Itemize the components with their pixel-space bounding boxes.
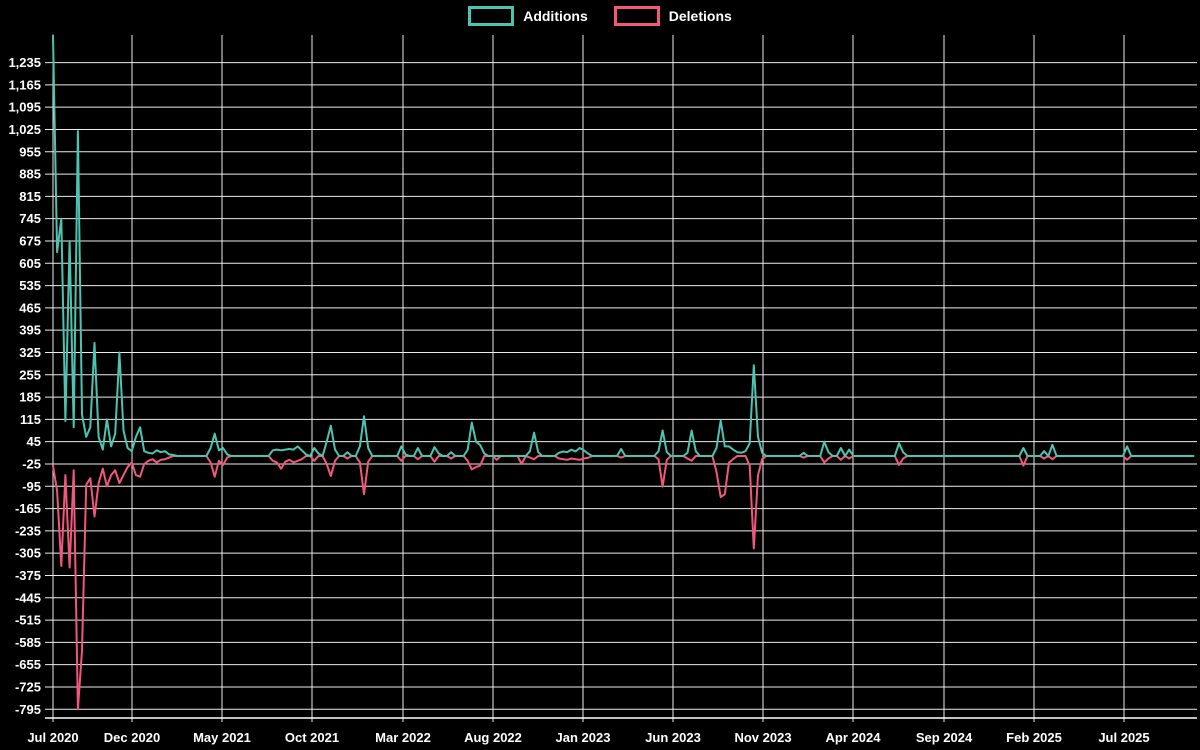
y-tick-label: -95: [22, 479, 41, 494]
y-tick-label: 1,095: [8, 100, 41, 115]
y-tick-label: -25: [22, 456, 41, 471]
y-tick-label: 1,235: [8, 55, 41, 70]
x-tick-label: Mar 2022: [375, 730, 431, 745]
y-tick-label: -165: [15, 501, 41, 516]
x-tick-label: Jul 2025: [1098, 730, 1149, 745]
x-tick-label: Nov 2023: [734, 730, 791, 745]
y-tick-label: -515: [15, 613, 41, 628]
additions-swatch: [468, 6, 515, 26]
y-tick-label: -235: [15, 523, 41, 538]
y-tick-label: 1,165: [8, 77, 41, 92]
y-tick-label: 535: [19, 278, 41, 293]
x-tick-label: Apr 2024: [826, 730, 882, 745]
legend-item-additions[interactable]: Additions: [468, 6, 588, 26]
y-tick-label: 185: [19, 390, 41, 405]
x-tick-label: May 2021: [193, 730, 251, 745]
y-tick-label: 1,025: [8, 122, 41, 137]
x-tick-label: Jan 2023: [556, 730, 611, 745]
y-tick-label: 395: [19, 323, 41, 338]
y-tick-label: 605: [19, 256, 41, 271]
y-tick-label: 465: [19, 300, 41, 315]
y-tick-label: 115: [20, 412, 41, 427]
y-tick-label: 745: [19, 211, 41, 226]
additions-line: [52, 34, 1195, 457]
y-tick-label: -445: [15, 590, 41, 605]
x-tick-label: Jul 2020: [27, 730, 78, 745]
deletions-swatch: [613, 6, 660, 26]
x-tick-label: Aug 2022: [464, 730, 522, 745]
y-tick-label: -375: [15, 568, 41, 583]
deletions-line: [52, 455, 1195, 711]
x-tick-label: Jun 2023: [645, 730, 701, 745]
y-tick-label: 815: [19, 189, 41, 204]
y-tick-label: -585: [15, 635, 41, 650]
x-tick-label: Feb 2025: [1006, 730, 1062, 745]
y-tick-label: -655: [15, 657, 41, 672]
y-tick-label: -725: [15, 679, 41, 694]
deletions-legend-label: Deletions: [668, 8, 732, 24]
y-tick-label: 255: [19, 367, 41, 382]
chart-legend: Additions Deletions: [0, 6, 1200, 26]
additions-legend-label: Additions: [523, 8, 588, 24]
y-tick-label: 885: [19, 167, 41, 182]
y-tick-label: 955: [19, 144, 41, 159]
x-tick-label: Oct 2021: [285, 730, 339, 745]
y-tick-label: 325: [19, 345, 41, 360]
x-tick-label: Dec 2020: [104, 730, 160, 745]
legend-item-deletions[interactable]: Deletions: [613, 6, 732, 26]
y-tick-label: -305: [15, 546, 41, 561]
y-tick-label: 675: [19, 233, 41, 248]
y-tick-label: -795: [15, 702, 41, 717]
x-tick-label: Sep 2024: [916, 730, 973, 745]
y-tick-label: 45: [27, 434, 41, 449]
